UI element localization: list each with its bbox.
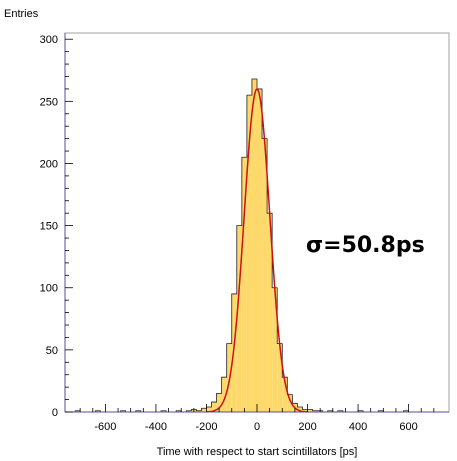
histogram-bin	[277, 343, 283, 412]
histogram-bin	[287, 394, 293, 412]
y-tick-label: 150	[40, 221, 58, 233]
histogram-bin	[211, 402, 217, 412]
x-tick-label: -600	[94, 421, 116, 433]
histogram-bin	[186, 410, 192, 412]
histogram-bin	[176, 410, 182, 412]
histogram-bin	[358, 410, 364, 412]
x-axis-title: Time with respect to start scintillators…	[157, 446, 358, 458]
histogram-bin	[262, 138, 268, 412]
histogram-bin	[221, 377, 227, 412]
histogram-bin	[95, 410, 101, 412]
y-tick-label: 250	[40, 96, 58, 108]
histogram-bin	[251, 78, 257, 412]
histogram-bin	[403, 410, 409, 412]
histogram-bin	[231, 293, 237, 412]
sigma-annotation: σ=50.8ps	[306, 233, 425, 258]
histogram-bin	[272, 287, 278, 412]
x-tick-label: 200	[298, 421, 316, 433]
histogram-bin	[216, 393, 222, 412]
histogram-bin	[206, 407, 212, 412]
histogram-bin	[196, 410, 202, 412]
histogram-bin	[201, 408, 207, 412]
histogram-bin	[297, 407, 303, 412]
histogram-bin	[337, 410, 343, 412]
y-tick-label: 100	[40, 283, 58, 295]
histogram-bin	[120, 410, 126, 412]
histogram-bin	[236, 225, 242, 412]
y-tick-label: 200	[40, 158, 58, 170]
y-tick-label: 300	[40, 34, 58, 46]
histogram-bin	[267, 213, 273, 412]
histogram-bin	[161, 410, 167, 412]
gaussian-fit-curve	[206, 87, 308, 413]
x-tick-label: 600	[399, 421, 417, 433]
x-tick-label: -200	[195, 421, 217, 433]
y-axis-title: Entries	[4, 8, 39, 20]
histogram-bin	[257, 88, 263, 412]
x-tick-label: 400	[349, 421, 367, 433]
histogram-bin	[75, 410, 81, 412]
x-tick-label: 0	[254, 421, 260, 433]
histogram-bin	[312, 410, 318, 412]
histogram-bin	[135, 410, 141, 412]
histogram-bin	[241, 157, 247, 412]
y-tick-label: 50	[46, 345, 58, 357]
histogram-bin	[302, 409, 308, 412]
histogram-bin	[282, 377, 288, 412]
x-tick-label: -400	[145, 421, 167, 433]
histogram-bin	[378, 410, 384, 412]
histogram-bin	[307, 409, 313, 412]
histogram-bin	[246, 95, 252, 412]
y-tick-label: 0	[52, 407, 58, 419]
histogram-bin	[327, 410, 333, 412]
axes: 0 50 100 150 200 250 300 -600 -400 -200 0 200 400 600	[40, 33, 449, 433]
